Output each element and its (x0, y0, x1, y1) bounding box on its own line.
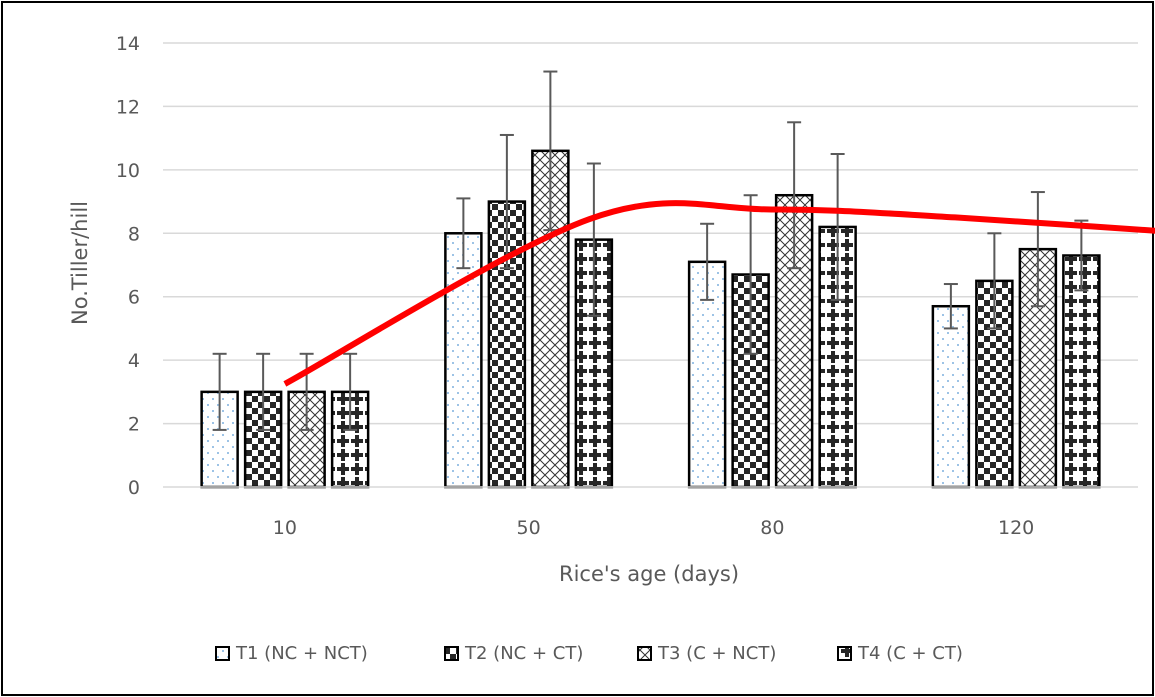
legend-swatch (837, 646, 852, 661)
x-tick-label: 120 (998, 517, 1034, 539)
y-axis-ticks: 0 2 4 6 8 10 12 14 (116, 33, 140, 499)
legend-label: T2 (NC + CT) (464, 643, 583, 664)
y-tick-label: 12 (116, 96, 140, 118)
legend-swatch (215, 646, 230, 661)
bars (200, 149, 1101, 489)
legend-swatch (637, 646, 652, 661)
x-tick-label: 50 (517, 517, 541, 539)
bar (931, 304, 971, 489)
trend-line (283, 200, 1155, 387)
legend-label: T3 (C + NCT) (657, 643, 776, 664)
x-tick-label: 10 (273, 517, 297, 539)
y-tick-label: 14 (116, 33, 140, 55)
error-bars (212, 70, 1089, 431)
trend-layer (283, 200, 1155, 387)
y-tick-label: 2 (128, 414, 140, 436)
bar (975, 279, 1014, 489)
bar (731, 273, 770, 489)
y-tick-label: 4 (128, 350, 140, 372)
legend-label: T1 (NC + NCT) (235, 643, 368, 664)
y-tick-label: 10 (116, 160, 140, 182)
x-tick-label: 80 (760, 517, 784, 539)
x-axis-ticks: 10 50 80 120 (273, 517, 1034, 539)
bar (1062, 254, 1101, 489)
legend-label: T4 (C + CT) (857, 643, 963, 664)
y-tick-label: 8 (128, 223, 140, 245)
y-tick-label: 0 (128, 477, 140, 499)
x-axis-label: Rice's age (days) (559, 562, 739, 586)
legend-swatch (444, 646, 459, 661)
y-tick-label: 6 (128, 287, 140, 309)
y-axis-label: No.Tiller/hill (68, 201, 92, 325)
legend: T1 (NC + NCT) T2 (NC + CT) T3 (C + NCT) T4 … (215, 643, 963, 664)
